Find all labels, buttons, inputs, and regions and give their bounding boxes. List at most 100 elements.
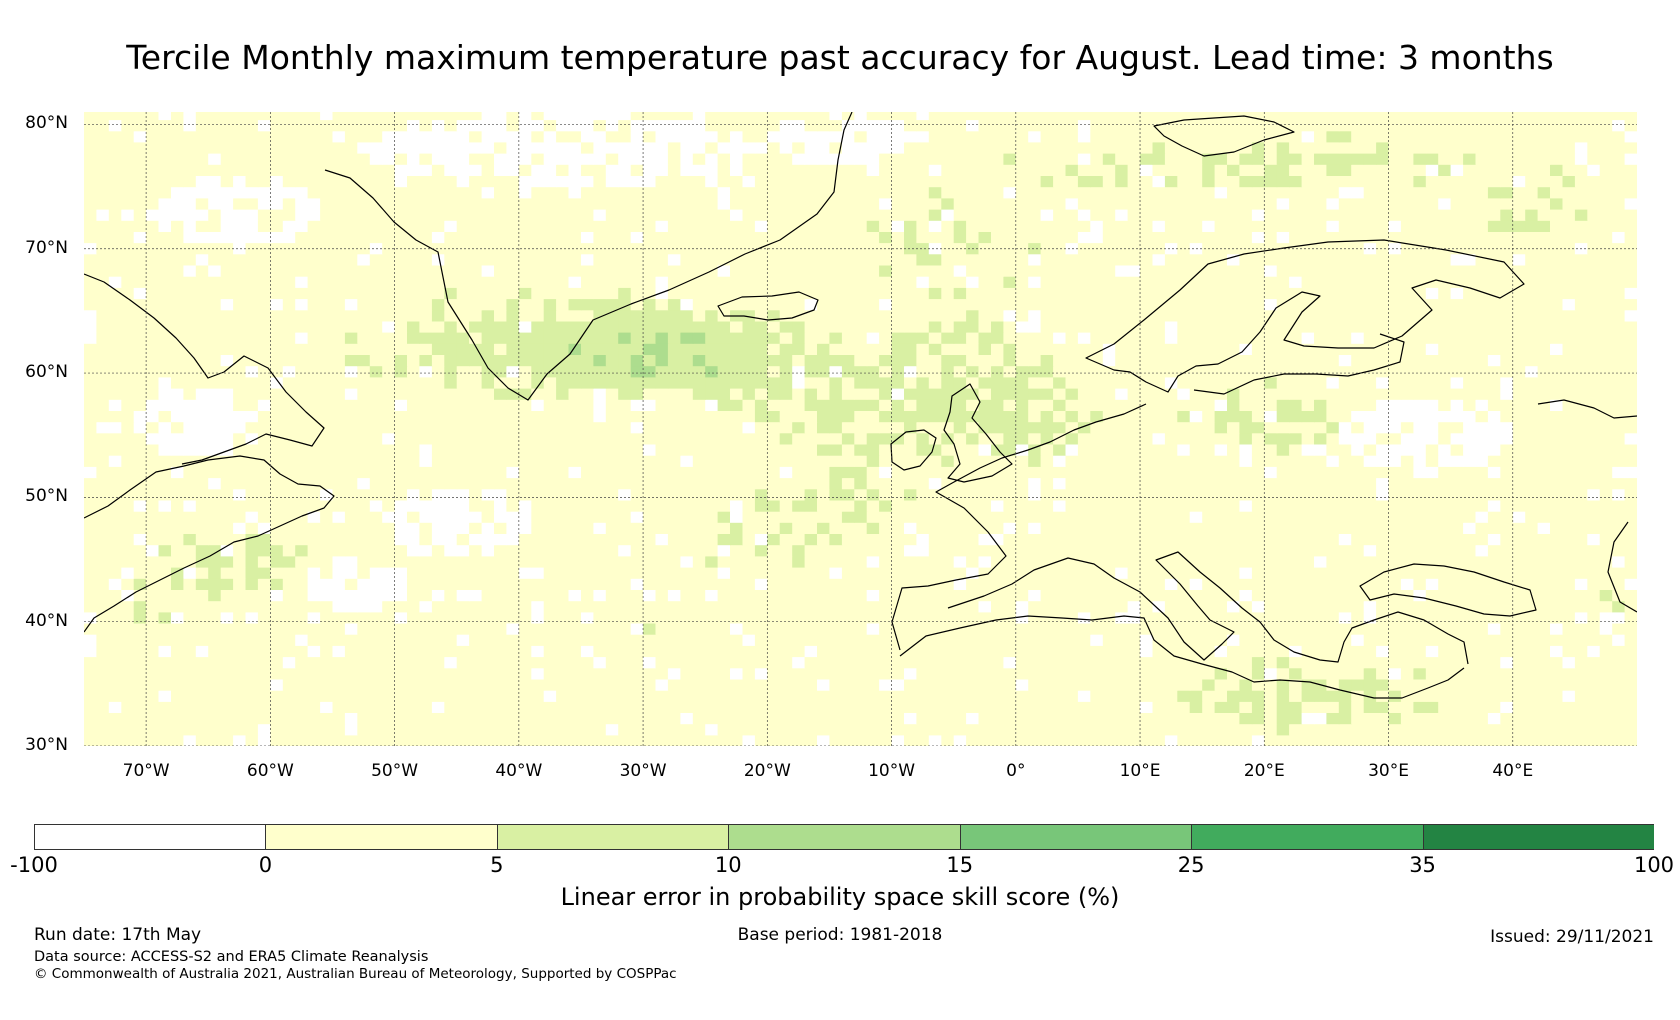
skill-cell — [1500, 320, 1514, 333]
skill-cell — [593, 634, 607, 646]
skill-cell — [1612, 388, 1626, 400]
skill-cell — [742, 567, 756, 579]
skill-cell — [667, 399, 681, 411]
skill-cell — [692, 511, 706, 523]
skill-cell — [605, 522, 619, 534]
skill-cell — [841, 611, 855, 624]
skill-cell — [1214, 432, 1228, 445]
skill-cell — [754, 734, 768, 746]
skill-cell — [431, 634, 445, 646]
skill-cell — [431, 667, 445, 680]
skill-cell — [829, 723, 843, 736]
skill-cell — [133, 723, 147, 736]
skill-cell — [1525, 678, 1539, 691]
skill-cell — [928, 410, 942, 423]
skill-cell — [1525, 388, 1539, 400]
skill-cell — [220, 690, 234, 702]
skill-cell — [1612, 421, 1626, 434]
skill-cell — [680, 443, 694, 456]
skill-cell — [171, 432, 184, 445]
skill-cell — [444, 544, 458, 557]
skill-cell — [1301, 477, 1315, 490]
skill-cell — [108, 499, 122, 512]
skill-cell — [581, 667, 594, 680]
skill-cell — [282, 701, 296, 713]
skill-cell — [1202, 466, 1216, 479]
skill-cell — [357, 421, 371, 434]
skill-cell — [655, 466, 669, 479]
skill-cell — [1363, 511, 1377, 523]
skill-cell — [655, 365, 669, 378]
skill-cell — [779, 622, 793, 635]
skill-cell — [1102, 443, 1116, 456]
skill-cell — [1227, 578, 1240, 590]
skill-cell — [1152, 533, 1166, 546]
skill-cell — [506, 343, 520, 355]
skill-cell — [394, 622, 408, 635]
skill-cell — [1363, 477, 1377, 490]
skill-cell — [394, 410, 408, 423]
skill-cell — [431, 690, 445, 702]
skill-cell — [518, 589, 532, 602]
skill-cell — [1289, 488, 1303, 501]
skill-cell — [158, 600, 172, 613]
skill-cell — [779, 320, 793, 333]
skill-cell — [1152, 298, 1166, 311]
skill-cell — [1251, 455, 1265, 467]
skill-cell — [481, 533, 495, 546]
skill-cell — [282, 455, 296, 467]
skill-cell — [270, 421, 284, 434]
skill-cell — [1512, 690, 1526, 702]
skill-cell — [630, 533, 644, 546]
skill-cell — [1587, 354, 1601, 367]
skill-cell — [332, 589, 346, 602]
skill-cell — [593, 477, 607, 490]
skill-cell — [966, 690, 980, 702]
skill-cell — [270, 578, 284, 590]
skill-cell — [295, 354, 309, 367]
skill-cell — [1251, 410, 1265, 423]
skill-cell — [133, 343, 147, 355]
skill-cell — [357, 555, 371, 568]
skill-cell — [1500, 734, 1514, 746]
skill-cell — [1239, 455, 1253, 467]
skill-cell — [1015, 622, 1029, 635]
skill-cell — [494, 555, 507, 568]
skill-cell — [133, 567, 147, 579]
skill-cell — [382, 399, 396, 411]
skill-cell — [1525, 634, 1539, 646]
skill-cell — [195, 332, 209, 344]
skill-cell — [543, 320, 557, 333]
skill-cell — [1015, 555, 1029, 568]
skill-cell — [1438, 712, 1452, 725]
skill-cell — [1525, 432, 1539, 445]
skill-cell — [1463, 309, 1477, 322]
skill-cell — [568, 701, 582, 713]
skill-cell — [1065, 555, 1079, 568]
skill-cell — [1028, 634, 1042, 646]
skill-cell — [680, 320, 694, 333]
skill-cell — [1227, 678, 1240, 691]
skill-cell — [916, 499, 930, 512]
skill-cell — [841, 432, 855, 445]
skill-cell — [779, 365, 793, 378]
skill-cell — [1525, 443, 1539, 456]
skill-cell — [494, 712, 507, 725]
skill-cell — [1612, 701, 1626, 713]
skill-cell — [518, 477, 532, 490]
skill-cell — [655, 723, 669, 736]
skill-cell — [133, 611, 147, 624]
skill-cell — [928, 365, 942, 378]
skill-cell — [1264, 499, 1278, 512]
skill-cell — [705, 555, 719, 568]
skill-cell — [1276, 667, 1290, 680]
skill-cell — [1177, 309, 1191, 322]
skill-cell — [1425, 645, 1439, 658]
skill-cell — [108, 734, 122, 746]
skill-cell — [1425, 309, 1439, 322]
skill-cell — [233, 432, 247, 445]
skill-cell — [481, 611, 495, 624]
skill-cell — [1040, 622, 1054, 635]
skill-cell — [1276, 354, 1290, 367]
skill-cell — [183, 656, 197, 669]
